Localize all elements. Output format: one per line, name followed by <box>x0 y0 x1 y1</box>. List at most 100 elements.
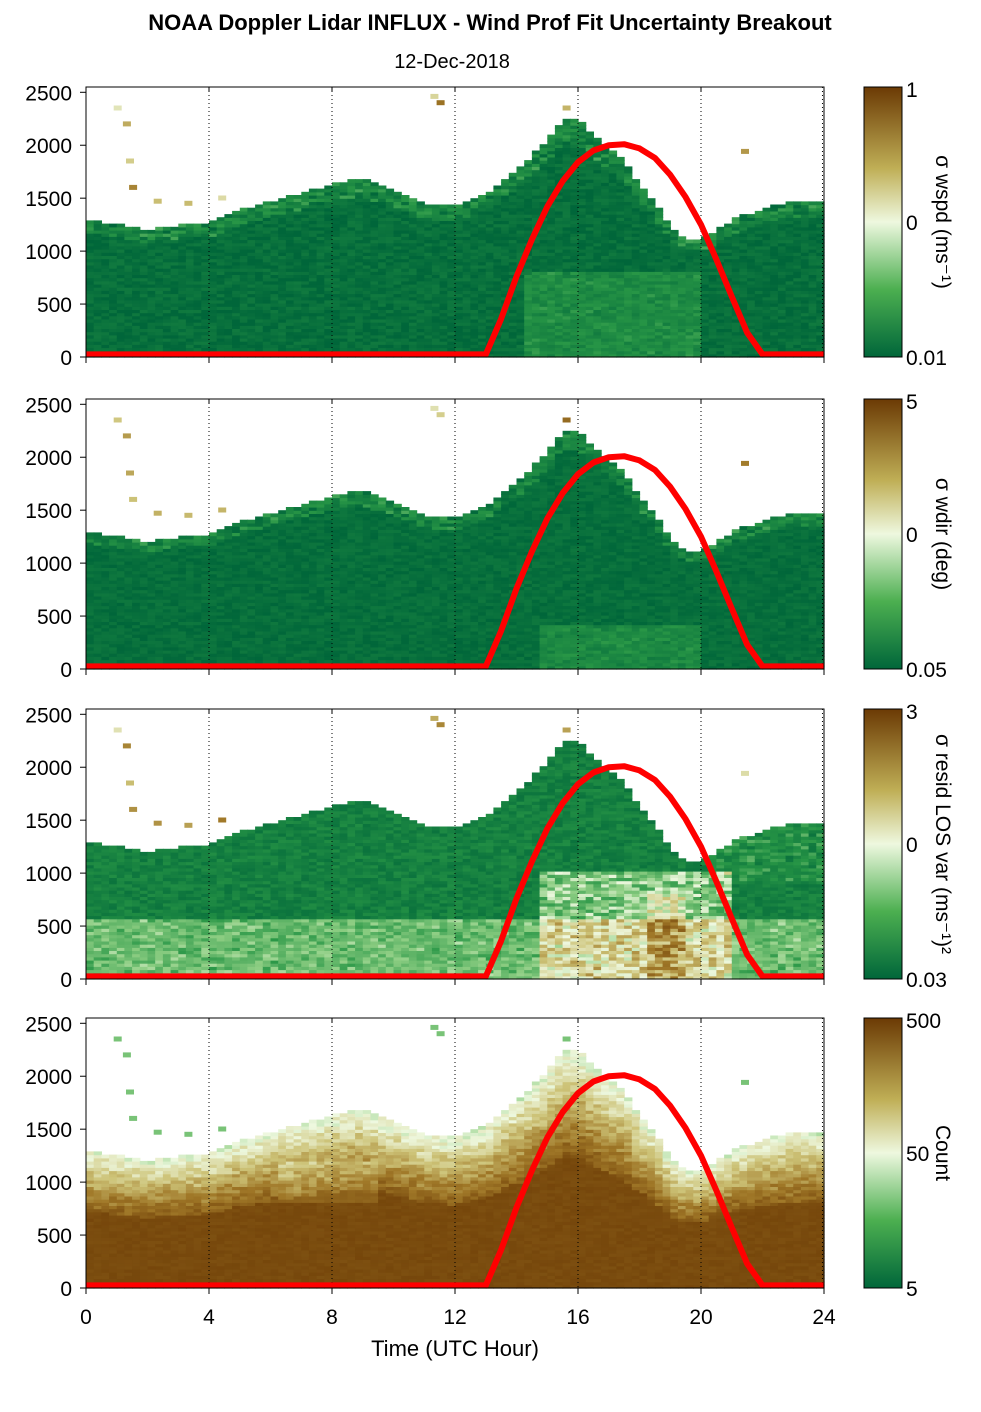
heatmap-cell <box>178 271 187 275</box>
heatmap-cell <box>370 242 379 247</box>
heatmap-cell <box>209 287 218 291</box>
heatmap-cell <box>86 236 95 241</box>
heatmap-cell <box>255 318 264 323</box>
heatmap-cell <box>239 290 249 295</box>
heatmap-cell <box>431 220 441 225</box>
heatmap-cell <box>116 299 126 304</box>
heatmap-cell <box>232 239 241 244</box>
heatmap-cell <box>447 334 456 339</box>
heatmap-cell <box>116 293 126 298</box>
heatmap-cell <box>355 255 364 260</box>
heatmap-cell <box>347 280 356 285</box>
heatmap-cell <box>155 318 164 323</box>
heatmap-cell <box>132 274 141 279</box>
heatmap-cell <box>332 214 341 218</box>
heatmap-cell <box>132 334 141 339</box>
heatmap-cell <box>431 293 441 298</box>
heatmap-cell <box>393 242 402 247</box>
heatmap-cell <box>147 271 156 275</box>
heatmap-cell <box>178 347 187 352</box>
heatmap-cells <box>86 405 825 670</box>
heatmap-cell <box>385 274 395 279</box>
heatmap-cell <box>401 271 410 275</box>
heatmap-cell <box>316 344 325 349</box>
heatmap-cell <box>455 204 464 209</box>
heatmap-cell <box>86 242 95 247</box>
heatmap-cell <box>101 322 110 326</box>
heatmap-cell <box>362 322 372 326</box>
heatmap-cell <box>193 312 202 317</box>
heatmap-cell <box>308 233 318 237</box>
heatmap-cell <box>232 334 241 339</box>
heatmap-cell <box>347 261 356 266</box>
heatmap-cell <box>155 341 164 345</box>
heatmap-cell <box>139 290 149 295</box>
heatmap-cell <box>239 261 249 266</box>
heatmap-cell <box>216 337 225 342</box>
heatmap-cell <box>139 299 149 304</box>
heatmap-cell <box>370 236 379 241</box>
heatmap-cell <box>547 134 556 139</box>
heatmap-cell <box>524 160 533 164</box>
heatmap-cell <box>370 223 379 228</box>
heatmap-cell <box>385 290 395 295</box>
heatmap-cell <box>170 299 179 304</box>
heatmap-cell <box>278 306 287 310</box>
heatmap-cell <box>316 341 325 345</box>
heatmap-cell <box>147 325 156 329</box>
heatmap-cell <box>439 258 448 263</box>
heatmap-cell <box>170 239 179 244</box>
heatmap-cell <box>132 299 141 304</box>
heatmap-cell <box>193 261 202 266</box>
heatmap-cell <box>147 318 156 323</box>
heatmap-cell <box>393 274 402 279</box>
heatmap-cell <box>401 306 410 310</box>
heatmap-cell <box>324 214 333 218</box>
heatmap-cell <box>324 312 333 317</box>
heatmap-cell <box>316 204 325 209</box>
heatmap-cell <box>185 347 195 352</box>
heatmap-cell <box>332 312 341 317</box>
heatmap-cell <box>132 242 141 247</box>
heatmap-cell <box>132 236 141 241</box>
heatmap-cell <box>355 334 364 339</box>
heatmap-cell <box>316 252 325 256</box>
heatmap-cell <box>362 188 372 193</box>
heatmap-cell <box>178 252 187 256</box>
heatmap-cell <box>393 258 402 263</box>
heatmap-cell <box>255 258 264 263</box>
heatmap-cell <box>378 290 387 295</box>
heatmap-cell <box>178 328 187 333</box>
heatmap-cell <box>155 233 164 237</box>
heatmap-cell <box>393 312 402 317</box>
heatmap-cell <box>316 258 325 263</box>
heatmap-cell <box>431 217 441 221</box>
heatmap-cell <box>347 233 356 237</box>
heatmap-cell <box>270 261 279 266</box>
heatmap-cell <box>101 252 110 256</box>
heatmap-cell <box>109 315 118 320</box>
heatmap-cell <box>439 255 448 260</box>
heatmap-cell <box>109 271 118 275</box>
heatmap-cell <box>155 312 164 317</box>
heatmap-cell <box>416 318 425 323</box>
heatmap-cell <box>324 303 333 307</box>
heatmap-cell <box>378 293 387 298</box>
heatmap-cell <box>347 245 356 250</box>
heatmap-cell <box>439 271 448 275</box>
heatmap-cell <box>316 334 325 339</box>
heatmap-cell <box>193 233 202 237</box>
heatmap-cell <box>439 245 448 250</box>
heatmap-cell <box>285 337 295 342</box>
heatmap-cell <box>408 299 418 304</box>
heatmap-cell <box>270 312 279 317</box>
heatmap-cell <box>109 283 118 288</box>
heatmap-cell <box>708 233 717 237</box>
heatmap-cell <box>401 293 410 298</box>
heatmap-cell <box>332 226 341 231</box>
heatmap-cell <box>408 242 418 247</box>
heatmap-cell <box>339 334 348 339</box>
heatmap-cell <box>424 229 433 234</box>
heatmap-cell <box>139 261 149 266</box>
